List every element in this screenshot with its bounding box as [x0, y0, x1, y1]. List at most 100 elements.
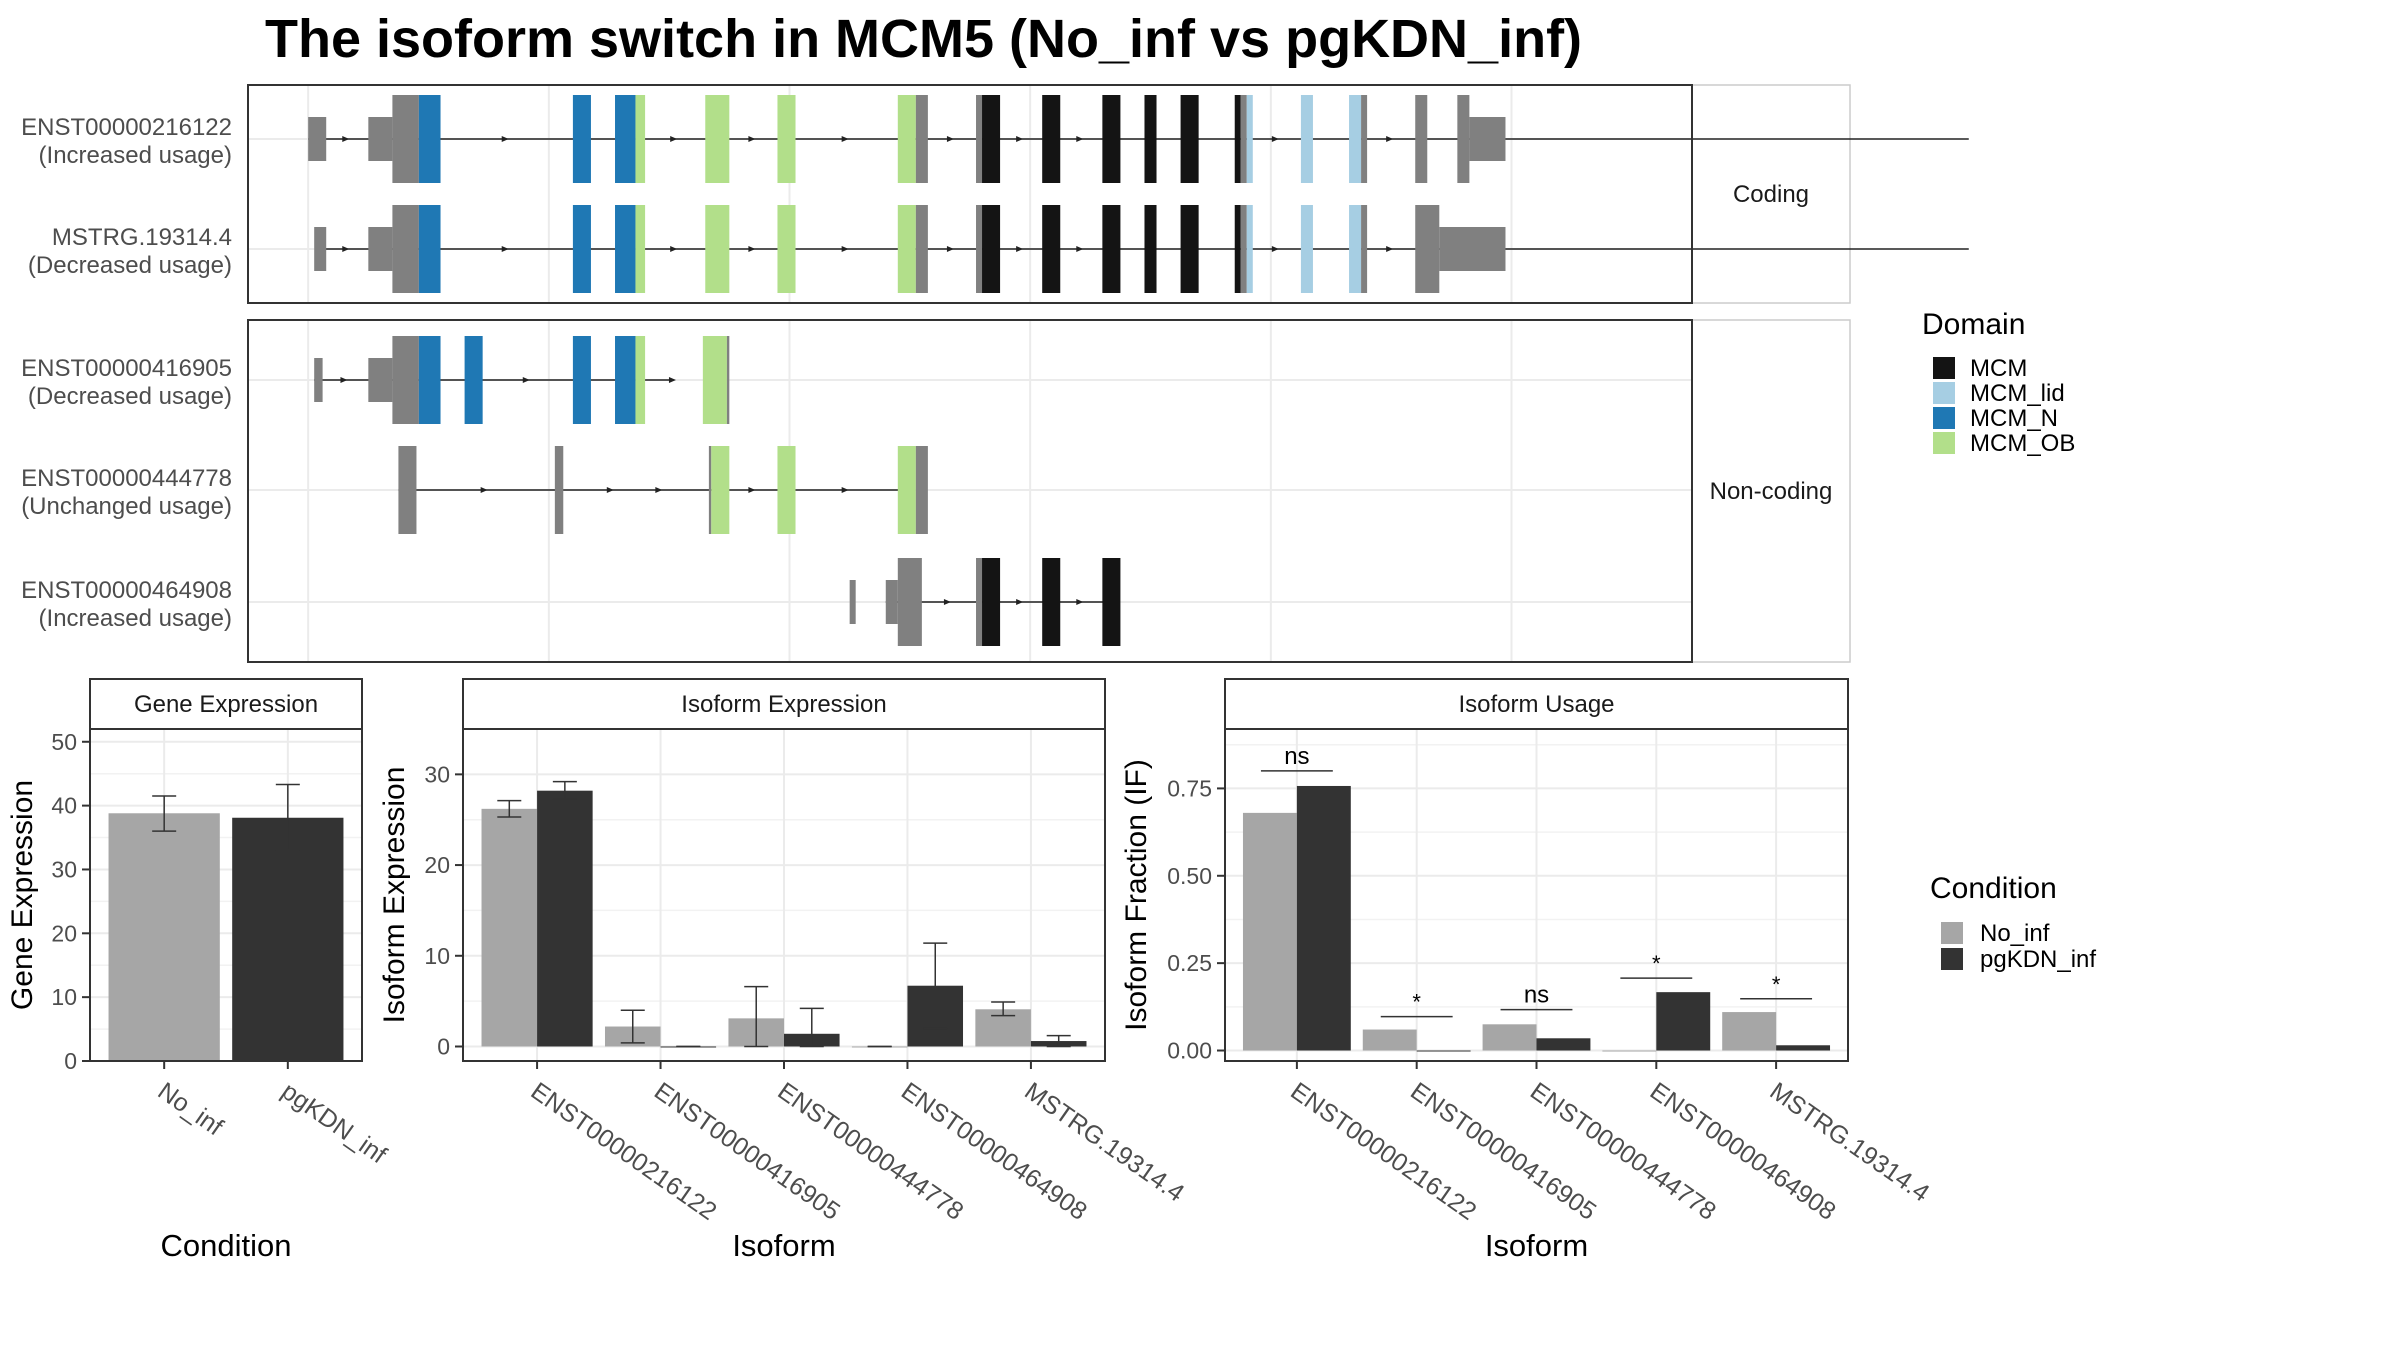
significance-label: *: [1772, 972, 1781, 997]
x-axis-label: Condition: [161, 1228, 292, 1263]
exon-utr: [1361, 205, 1368, 293]
exon-utr: [976, 558, 983, 646]
exon-utr: [915, 95, 928, 183]
exon-domain: [1144, 95, 1157, 183]
exon-utr: [897, 558, 922, 646]
exon-domain: [897, 205, 916, 293]
transcript-row: ENST00000416905(Decreased usage): [21, 336, 730, 424]
strand-arrow: [1076, 136, 1084, 142]
x-axis-label: Isoform: [732, 1228, 835, 1263]
strand-arrow: [1016, 246, 1024, 252]
bar: [1776, 1045, 1831, 1051]
legend-swatch: [1933, 382, 1955, 404]
exon-utr: [1457, 95, 1470, 183]
transcript-row: ENST00000216122(Increased usage): [21, 95, 1969, 183]
legend-swatch: [1933, 407, 1955, 429]
transcript-id-label: ENST00000444778: [21, 465, 232, 492]
strand-arrow: [748, 136, 756, 142]
y-tick-label: 30: [424, 761, 450, 787]
y-tick-label: 0.75: [1167, 775, 1212, 801]
exon-utr: [1240, 205, 1247, 293]
isoform-usage-panel: ns* ns**Isoform Usage0.000.250.500.75ENST…: [1120, 678, 1934, 1263]
exon-domain: [705, 95, 730, 183]
y-axis-label: Isoform Expression: [378, 767, 411, 1024]
strand-arrow: [1076, 246, 1084, 252]
y-tick-label: 0: [437, 1033, 450, 1059]
transcript-facet: Non-coding ENST00000416905(Decreased usag…: [21, 319, 1851, 663]
bar: [537, 790, 593, 1047]
exon-domain: [1349, 205, 1362, 293]
y-axis-label: Isoform Fraction (IF): [1120, 759, 1153, 1031]
y-tick-label: 40: [51, 793, 77, 819]
exon-domain: [635, 205, 646, 293]
exon-utr: [1469, 117, 1506, 161]
strand-arrow: [841, 246, 849, 252]
transcript-id-label: ENST00000464908: [21, 577, 232, 604]
exon-domain: [418, 336, 441, 424]
significance-label: *: [1412, 990, 1421, 1015]
bar: [1416, 1050, 1471, 1052]
exon-utr: [1415, 205, 1440, 293]
condition-legend-title: Condition: [1930, 872, 2057, 905]
exon-utr: [392, 95, 419, 183]
strand-arrow: [841, 136, 849, 142]
bar: [1296, 785, 1351, 1051]
exon-domain: [777, 205, 796, 293]
bar: [1536, 1038, 1591, 1051]
exon-domain: [615, 95, 636, 183]
transcript-usage-label: (Decreased usage): [28, 252, 232, 279]
y-tick-label: 10: [424, 943, 450, 969]
figure-title: The isoform switch in MCM5 (No_inf vs pg…: [265, 9, 1582, 69]
y-tick-label: 50: [51, 729, 77, 755]
strand-arrow: [748, 487, 756, 493]
bar: [232, 817, 344, 1061]
strand-arrow: [1016, 136, 1024, 142]
y-tick-label: 0.25: [1167, 950, 1212, 976]
exon-domain: [1234, 205, 1241, 293]
exon-domain: [418, 95, 441, 183]
exon-domain: [1042, 558, 1061, 646]
strand-arrow: [1271, 136, 1279, 142]
facet-strip: [89, 678, 363, 730]
exon-utr: [1415, 95, 1428, 183]
y-tick-label: 10: [51, 984, 77, 1010]
legend-swatch: [1933, 357, 1955, 379]
strand-arrow: [522, 377, 530, 383]
panel-title: Isoform Usage: [1458, 691, 1614, 718]
bar: [108, 813, 220, 1061]
exon-utr: [398, 446, 417, 534]
exon-domain: [635, 95, 646, 183]
bar: [1362, 1029, 1417, 1051]
legend-label: pgKDN_inf: [1980, 946, 2096, 973]
legend-swatch: [1941, 948, 1963, 970]
exon-utr: [1361, 95, 1368, 183]
y-tick-label: 0: [64, 1048, 77, 1074]
x-axis-label: Isoform: [1485, 1228, 1588, 1263]
strand-arrow: [501, 246, 509, 252]
bar: [1602, 1050, 1657, 1052]
strand-arrow: [1271, 246, 1279, 252]
strand-arrow: [670, 136, 678, 142]
exon-utr: [314, 227, 327, 271]
bar: [481, 808, 538, 1047]
exon-domain: [1300, 205, 1313, 293]
transcript-usage-label: (Increased usage): [39, 142, 232, 169]
panel-title: Gene Expression: [134, 691, 318, 718]
legend-label: MCM_lid: [1970, 380, 2065, 407]
legend-label: MCM_N: [1970, 405, 2058, 432]
legend-swatch: [1941, 922, 1963, 944]
exon-domain: [615, 336, 636, 424]
exon-domain: [982, 95, 1001, 183]
strand-arrow: [501, 136, 509, 142]
exon-domain: [702, 336, 727, 424]
exon-utr: [392, 336, 419, 424]
transcript-usage-label: (Increased usage): [39, 605, 232, 632]
exon-domain: [1234, 95, 1241, 183]
facet-strip: [1224, 678, 1849, 730]
exon-domain: [982, 205, 1001, 293]
strand-arrow: [668, 377, 676, 383]
bar: [1722, 1012, 1777, 1051]
y-tick-label: 0.00: [1167, 1038, 1212, 1064]
